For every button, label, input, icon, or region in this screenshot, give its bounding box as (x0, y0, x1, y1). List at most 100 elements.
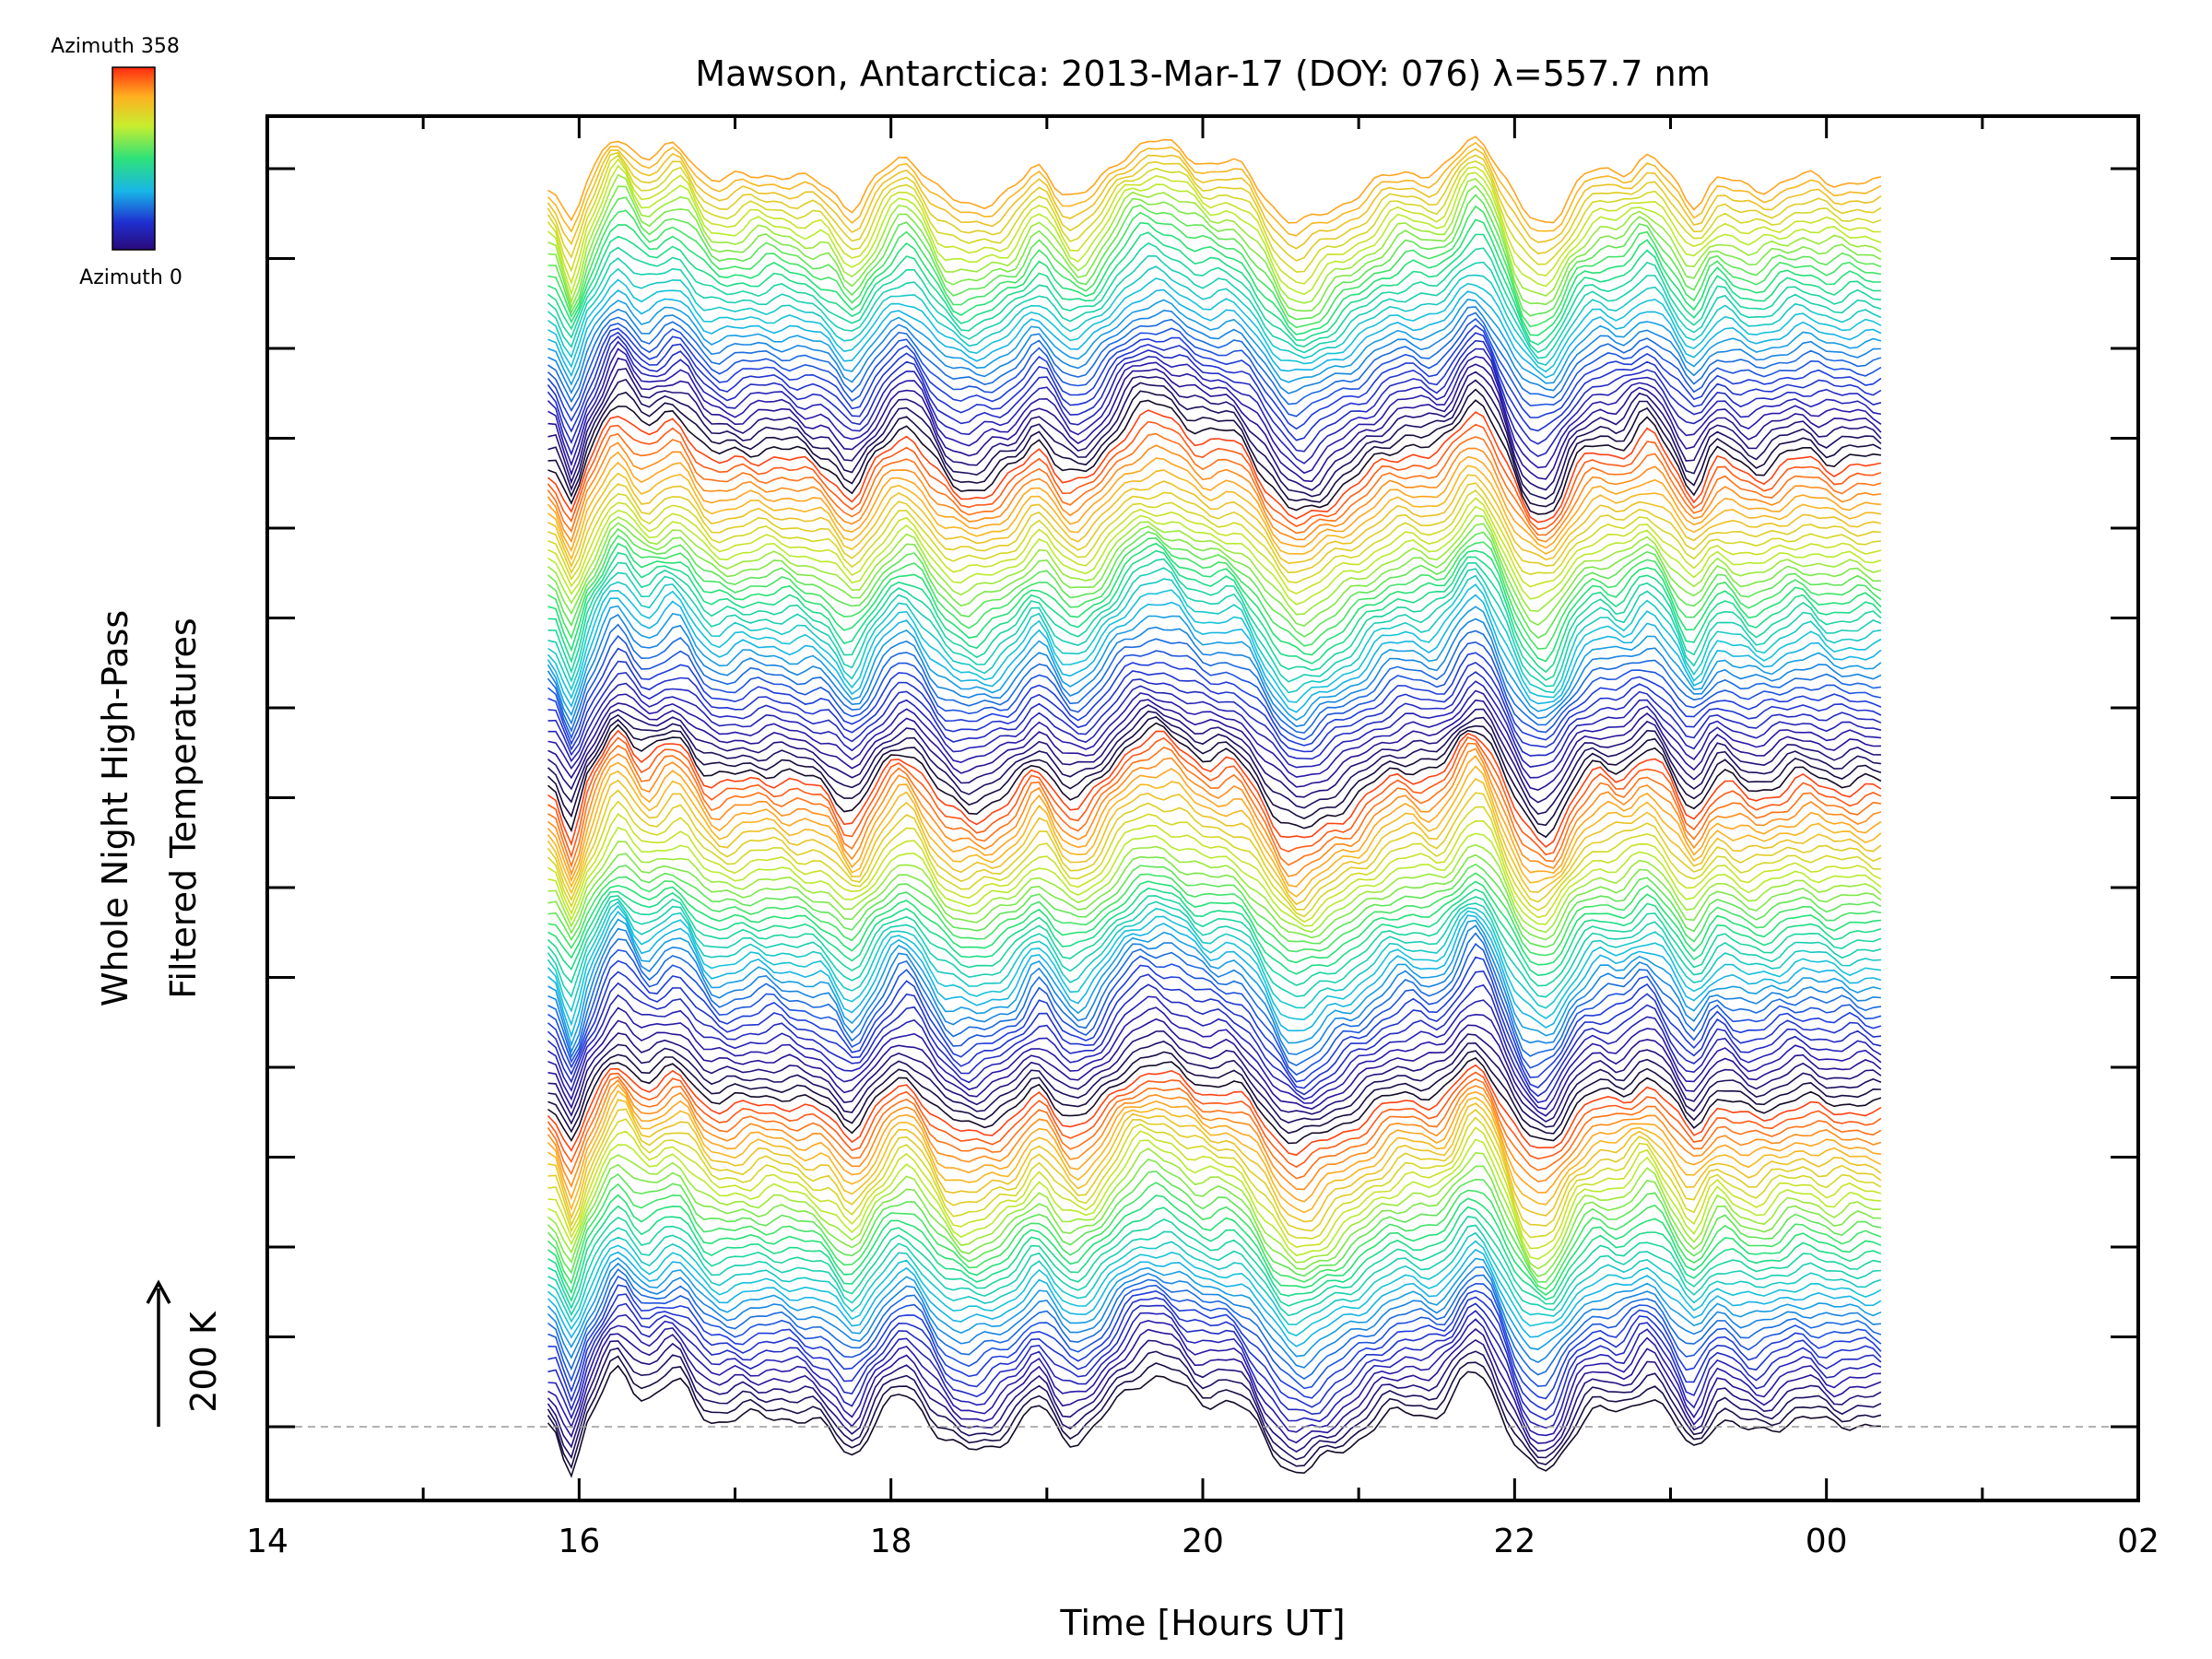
trace-line (547, 535, 1882, 650)
trace-line (547, 1182, 1882, 1290)
trace-line (547, 789, 1882, 911)
trace-line (547, 164, 1882, 296)
trace-line (547, 872, 1882, 957)
trace-line (547, 173, 1882, 304)
trace-line (547, 1248, 1882, 1347)
trace-line (547, 900, 1881, 1013)
trace-line (547, 660, 1882, 753)
trace-line (547, 549, 1882, 674)
trace-line (547, 489, 1881, 584)
trace-line (547, 827, 1882, 927)
x-axis-title: Time [Hours UT] (1059, 1603, 1345, 1643)
trace-line (547, 1268, 1882, 1380)
trace-line (547, 497, 1882, 594)
trace-line (547, 1158, 1881, 1277)
trace-line (547, 1138, 1881, 1260)
trace-line (547, 194, 1882, 321)
trace-line (547, 1170, 1882, 1283)
x-tick-label: 14 (246, 1523, 288, 1560)
trace-line (547, 888, 1882, 977)
trace-line (547, 742, 1882, 868)
trace-line (547, 623, 1882, 735)
trace-line (547, 1293, 1882, 1411)
trace-line (547, 765, 1882, 899)
traces-group (547, 135, 1882, 1478)
trace-line (547, 1240, 1882, 1337)
trace-line (547, 451, 1881, 553)
trace-line (547, 241, 1881, 354)
trace-line (547, 594, 1882, 713)
trace-line (547, 1108, 1882, 1232)
trace-line (547, 747, 1882, 877)
trace-line (547, 932, 1882, 1066)
trace-line (547, 324, 1882, 430)
trace-line (547, 634, 1882, 741)
trace-line (547, 880, 1881, 966)
trace-line (547, 542, 1882, 663)
trace-line (547, 331, 1882, 441)
trace-line (547, 1018, 1882, 1117)
trace-line (547, 671, 1882, 760)
trace-line (547, 184, 1882, 312)
trace-line (547, 335, 1882, 453)
trace-line (547, 1030, 1882, 1123)
trace-line (547, 317, 1882, 418)
trace-line (547, 388, 1882, 508)
trace-line (547, 1275, 1882, 1390)
trace-line (547, 841, 1882, 934)
trace-line (547, 800, 1881, 918)
trace-line (547, 1116, 1882, 1240)
trace-line (547, 514, 1882, 616)
trace-line (547, 1262, 1881, 1369)
trace-line (547, 1126, 1882, 1250)
trace-line (547, 1355, 1882, 1470)
trace-line (547, 722, 1882, 839)
trace-line (547, 982, 1882, 1098)
trace-line (547, 1057, 1882, 1145)
trace-line (547, 265, 1882, 366)
colorbar-bottom-label: Azimuth 0 (79, 266, 182, 289)
trace-line (547, 141, 1882, 237)
trace-line (547, 904, 1882, 1027)
trace-line (547, 378, 1882, 500)
trace-line (547, 970, 1881, 1089)
trace-line (547, 1310, 1882, 1430)
trace-line (547, 574, 1882, 694)
trace-line (547, 147, 1882, 250)
trace-line (547, 711, 1882, 815)
trace-line (547, 895, 1882, 987)
x-tick-label: 00 (1806, 1523, 1848, 1560)
trace-line (547, 613, 1882, 727)
trace-line (547, 680, 1882, 769)
trace-line (547, 1041, 1882, 1128)
x-tick-label: 16 (558, 1523, 600, 1560)
trace-line (547, 399, 1882, 515)
trace-line (547, 441, 1881, 544)
trace-line (547, 863, 1882, 948)
trace-line (547, 1064, 1882, 1157)
trace-line (547, 158, 1881, 286)
trace-line (547, 1302, 1882, 1421)
trace-line (547, 298, 1882, 386)
trace-line (547, 420, 1882, 530)
scale-bar-label: 200 K (183, 1311, 224, 1413)
trace-line (547, 154, 1882, 273)
trace-line (547, 689, 1881, 779)
scale-bar: 200 K (146, 1279, 224, 1427)
trace-line (547, 368, 1882, 491)
trace-line (547, 1231, 1882, 1325)
trace-line (547, 1147, 1881, 1270)
trace-line (547, 1050, 1881, 1135)
colorbar-gradient (112, 66, 156, 251)
trace-line (547, 347, 1882, 475)
trace-line (547, 135, 1882, 224)
trace-line (547, 1099, 1882, 1223)
trace-line (547, 231, 1881, 346)
trace-line (547, 1194, 1882, 1296)
trace-line (547, 898, 1882, 998)
trace-line (547, 729, 1882, 849)
trace-line (547, 409, 1882, 524)
x-axis: 14 16 18 20 22 00 02 (246, 116, 2159, 1560)
trace-line (547, 994, 1882, 1103)
